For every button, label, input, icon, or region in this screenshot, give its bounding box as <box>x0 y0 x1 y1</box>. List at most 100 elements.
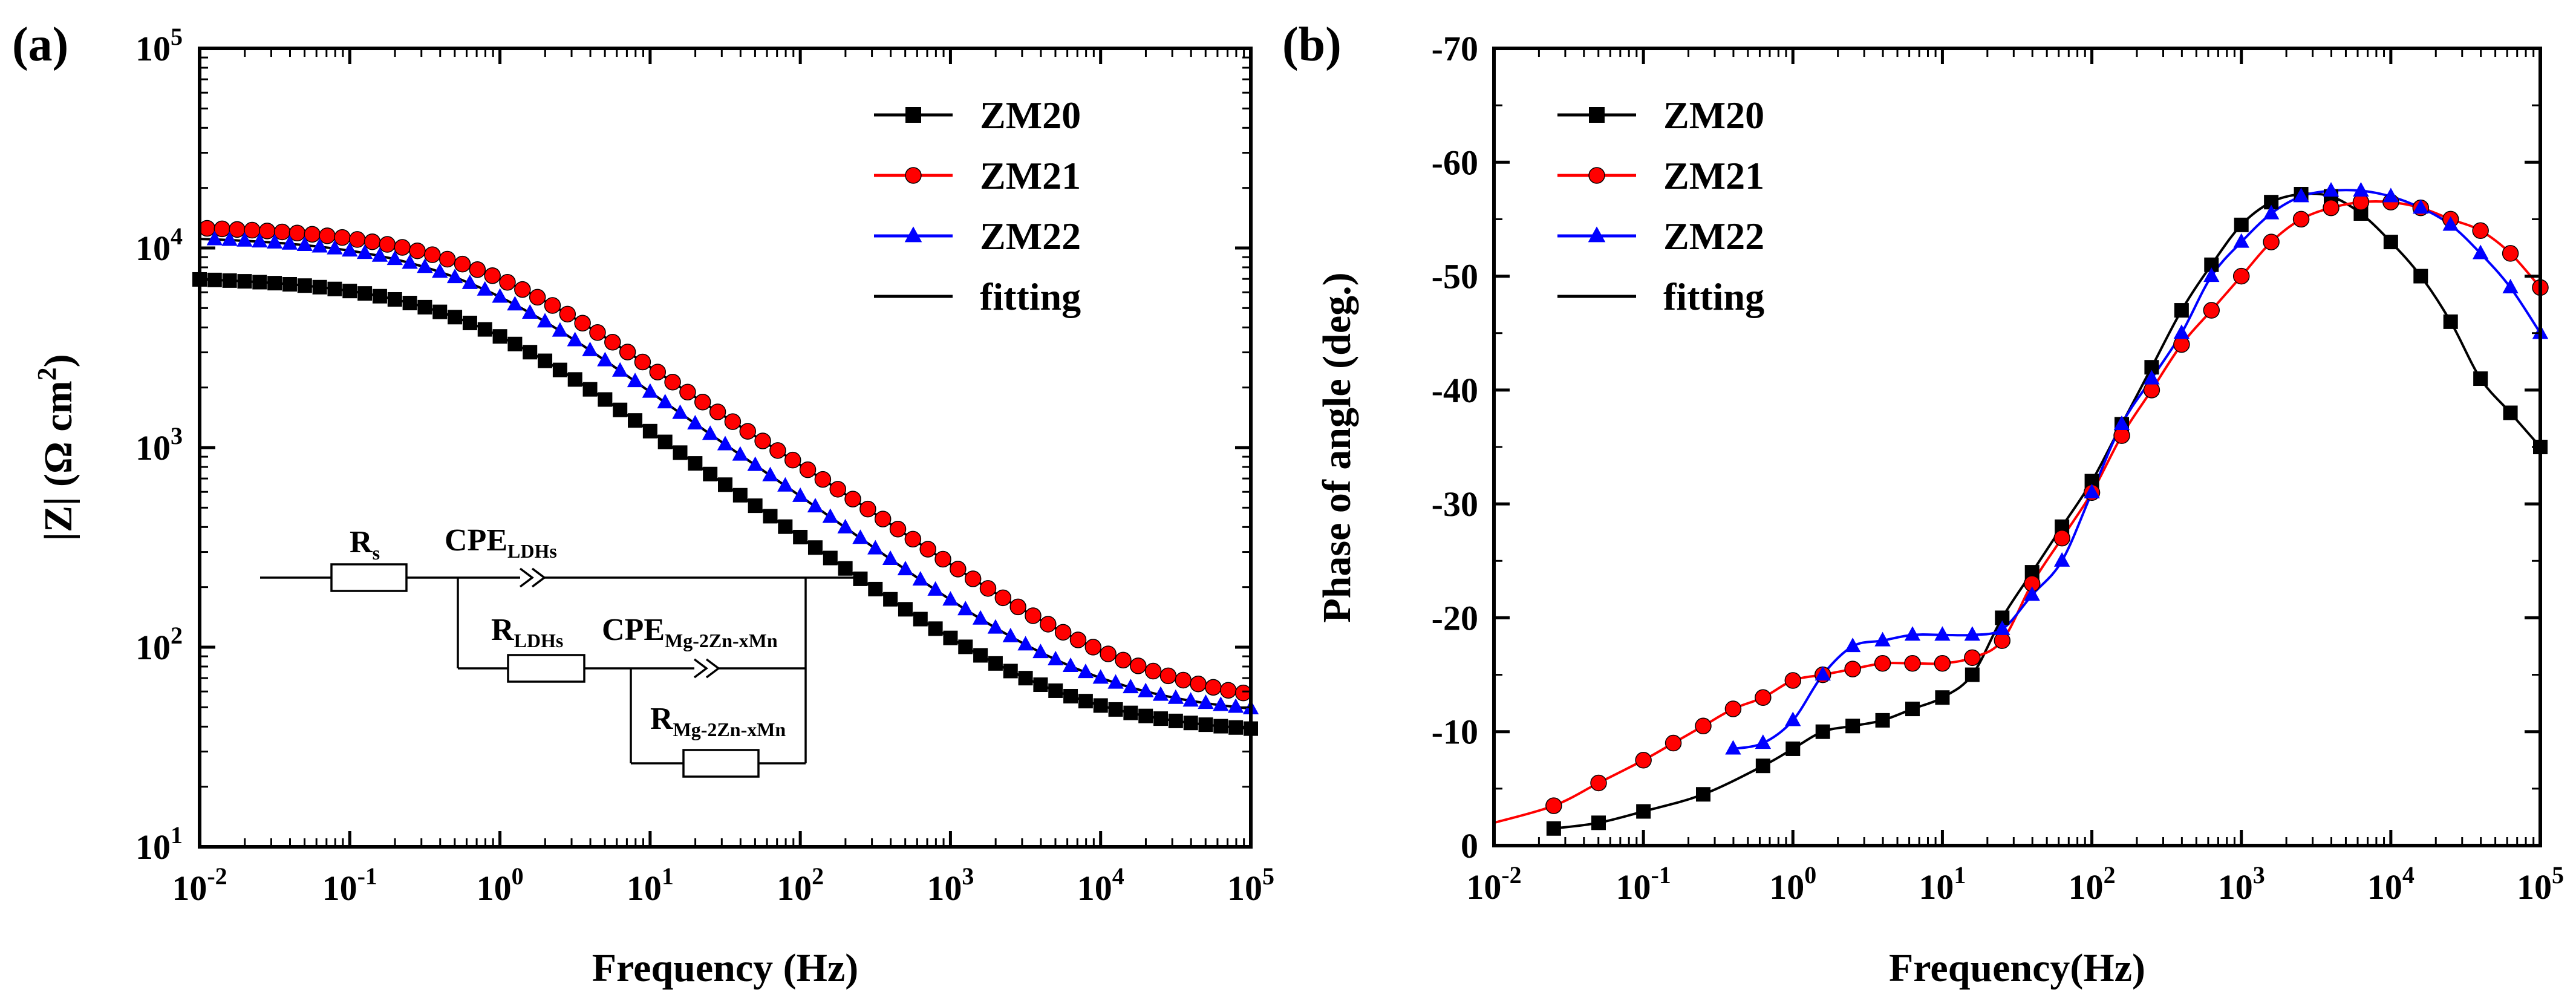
data-point-zm22 <box>912 571 928 586</box>
data-point-zm22 <box>252 233 268 248</box>
data-point-zm21 <box>934 550 951 568</box>
phase-curve-zm22 <box>1733 189 2540 750</box>
data-point-zm20 <box>973 648 988 663</box>
phase-point-zm20 <box>2503 405 2518 420</box>
label-cpe-ldhs: CPELDHs <box>445 523 557 562</box>
data-point-zm21 <box>544 297 561 314</box>
data-point-zm22 <box>1213 696 1229 711</box>
legend-marker-zm20 <box>905 107 921 123</box>
phase-point-zm21 <box>1635 752 1652 769</box>
y-tick-label-a: 102 <box>135 622 183 667</box>
x-tick-label-b: 10-1 <box>1616 861 1671 907</box>
data-point-zm20 <box>1153 711 1169 726</box>
y-tick-label-a: 105 <box>135 23 183 68</box>
data-point-zm20 <box>613 402 628 417</box>
data-point-zm21 <box>484 267 501 284</box>
data-point-zm21 <box>273 223 291 241</box>
phase-point-zm20 <box>1546 821 1561 836</box>
data-point-zm21 <box>258 223 276 240</box>
data-point-zm20 <box>252 275 267 290</box>
data-point-zm22 <box>762 466 778 481</box>
phase-point-zm21 <box>1934 654 1951 672</box>
data-point-zm20 <box>823 550 838 566</box>
phase-point-zm22 <box>1934 626 1951 641</box>
data-point-zm21 <box>829 481 846 498</box>
data-point-zm21 <box>574 315 591 332</box>
phase-point-zm21 <box>1590 774 1607 792</box>
data-point-zm21 <box>904 530 922 548</box>
data-point-zm21 <box>739 423 756 440</box>
equivalent-circuit-inset <box>260 563 864 778</box>
data-point-zm22 <box>1092 669 1109 684</box>
data-point-zm22 <box>627 373 644 388</box>
data-point-zm22 <box>972 610 989 625</box>
phase-point-zm21 <box>2292 210 2310 228</box>
data-point-zm22 <box>807 498 824 513</box>
label-cpe-alloy: CPEMg-2Zn-xMn <box>602 613 778 651</box>
data-point-zm22 <box>597 351 613 367</box>
x-axis-label-b: Frequency(Hz) <box>1889 946 2145 990</box>
phase-point-zm21 <box>1784 672 1802 689</box>
x-tick-label-b: 103 <box>2218 861 2265 907</box>
data-point-zm22 <box>1182 692 1199 707</box>
data-point-zm21 <box>799 461 817 478</box>
data-point-zm22 <box>1227 698 1244 713</box>
phase-angle-chart: (b) 10-2 10-1 100 101 102 103 104 105 0 -10 -20 -30… <box>1282 18 2564 990</box>
y-tick-label-b: -10 <box>1432 713 1478 752</box>
data-point-zm21 <box>424 246 441 263</box>
data-point-zm20 <box>237 274 252 289</box>
phase-point-zm20 <box>1935 690 1950 705</box>
data-point-zm22 <box>1077 664 1094 679</box>
data-point-zm22 <box>522 304 538 319</box>
phase-point-zm21 <box>2502 245 2519 262</box>
data-point-zm21 <box>1100 645 1117 662</box>
data-point-zm20 <box>1048 683 1063 698</box>
y-tick-label-b: -60 <box>1432 143 1478 182</box>
y-label-a-close: ) <box>36 354 80 367</box>
x-tick-label-a: 10-2 <box>172 863 227 908</box>
resistor-r-alloy <box>682 749 760 778</box>
legend-label-fitting: fitting <box>1663 275 1764 318</box>
data-point-zm20 <box>1093 698 1108 713</box>
data-point-zm22 <box>371 247 388 262</box>
x-tick-label-b: 10-2 <box>1466 861 1521 907</box>
data-point-zm22 <box>327 240 343 255</box>
data-point-zm20 <box>312 279 327 295</box>
phase-point-zm22 <box>2413 199 2429 214</box>
x-tick-label-b: 101 <box>1919 861 1966 907</box>
phase-point-zm20 <box>1755 758 1770 774</box>
data-point-zm20 <box>327 281 342 296</box>
data-point-zm21 <box>529 289 546 306</box>
phase-point-zm21 <box>1755 689 1772 706</box>
phase-point-zm20 <box>2234 217 2249 232</box>
data-point-zm21 <box>1190 675 1207 693</box>
data-point-zm22 <box>236 232 253 247</box>
data-point-zm20 <box>838 561 853 576</box>
data-point-zm21 <box>244 221 261 239</box>
data-point-zm22 <box>657 394 673 409</box>
data-point-zm22 <box>1048 650 1064 665</box>
panel-a-label: (a) <box>12 18 68 71</box>
data-point-zm21 <box>1144 662 1162 680</box>
data-point-zm20 <box>763 509 778 524</box>
data-point-zm20 <box>1078 694 1093 709</box>
data-point-zm22 <box>987 619 1004 634</box>
label-rs: Rs <box>350 525 380 564</box>
x-axis-label-a: Frequency (Hz) <box>592 946 859 990</box>
legend-label-zm22: ZM22 <box>1663 215 1764 258</box>
phase-point-zm21 <box>2232 267 2250 285</box>
data-point-zm20 <box>1228 720 1244 735</box>
x-tick-label-a: 10-1 <box>322 863 377 908</box>
data-point-zm22 <box>356 244 373 259</box>
data-point-zm20 <box>673 445 688 460</box>
legend-label-zm20: ZM20 <box>980 94 1081 137</box>
data-point-zm20 <box>1123 705 1138 720</box>
data-point-zm21 <box>409 242 426 259</box>
data-point-zm21 <box>754 432 771 449</box>
data-point-zm20 <box>432 304 448 319</box>
phase-point-zm22 <box>1844 638 1861 653</box>
data-point-zm20 <box>807 540 823 555</box>
bode-phase-data-points <box>1545 181 2549 836</box>
data-point-zm21 <box>1220 682 1237 699</box>
legend-marker-zm21 <box>1588 167 1605 184</box>
